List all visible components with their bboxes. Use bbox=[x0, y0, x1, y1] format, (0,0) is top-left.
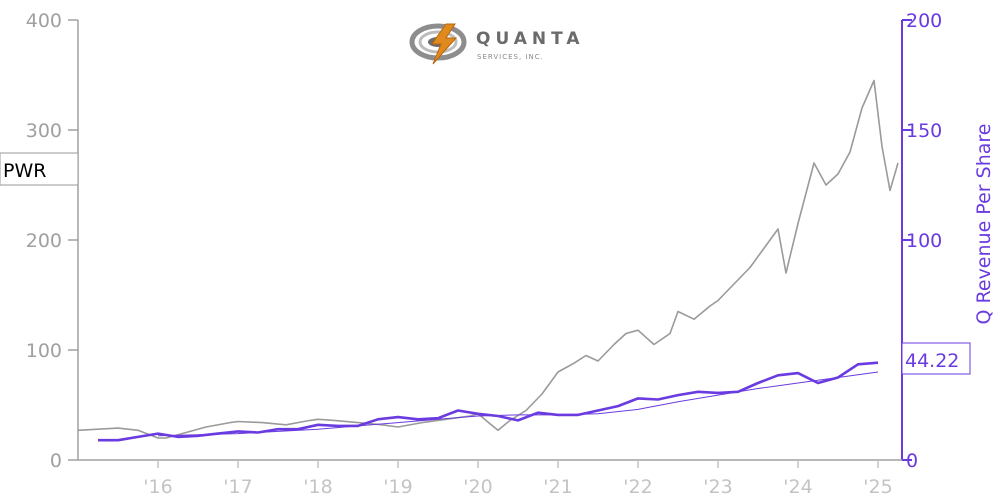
revenue-line bbox=[98, 361, 879, 442]
left-tick-label: 100 bbox=[26, 340, 62, 362]
left-axis: 0 100 200 300 400 bbox=[26, 10, 79, 472]
ticker-box: PWR bbox=[0, 152, 79, 186]
left-tick-label: 0 bbox=[50, 450, 62, 472]
x-tick-label: '16 bbox=[143, 476, 172, 498]
last-value-label: 44.22 bbox=[905, 350, 959, 372]
right-axis-label: Q Revenue Per Share bbox=[973, 124, 995, 325]
revenue-trend-line bbox=[157, 371, 879, 437]
x-tick-label: '19 bbox=[383, 476, 412, 498]
right-tick-label: 0 bbox=[906, 450, 918, 472]
ticker-label: PWR bbox=[3, 160, 46, 182]
last-value-box: 44.22 bbox=[901, 342, 971, 375]
x-tick-label: '18 bbox=[303, 476, 332, 498]
series-layer bbox=[77, 79, 899, 442]
x-tick-label: '17 bbox=[223, 476, 252, 498]
left-tick-label: 300 bbox=[26, 120, 62, 142]
bolt-emblem-icon bbox=[409, 23, 467, 65]
x-tick-label: '25 bbox=[863, 476, 892, 498]
x-tick-label: '23 bbox=[703, 476, 732, 498]
logo-name: QUANTA bbox=[476, 29, 585, 49]
left-tick-label: 200 bbox=[26, 230, 62, 252]
price-line bbox=[77, 79, 899, 439]
left-tick-label: 400 bbox=[26, 10, 62, 32]
right-tick-label: 200 bbox=[906, 10, 942, 32]
logo-subtitle: SERVICES, INC. bbox=[477, 53, 544, 61]
right-axis: 050100150200 bbox=[901, 10, 942, 472]
x-tick-label: '21 bbox=[543, 476, 572, 498]
quanta-logo: QUANTA SERVICES, INC. bbox=[409, 23, 585, 65]
x-tick-label: '24 bbox=[783, 476, 812, 498]
x-axis: '16 '17 '18 '19 '20 '21 '22 '23 '24 '25 bbox=[78, 459, 902, 498]
x-tick-label: '20 bbox=[463, 476, 492, 498]
right-tick-label: 100 bbox=[906, 230, 942, 252]
x-tick-label: '22 bbox=[623, 476, 652, 498]
right-tick-label: 150 bbox=[906, 120, 942, 142]
